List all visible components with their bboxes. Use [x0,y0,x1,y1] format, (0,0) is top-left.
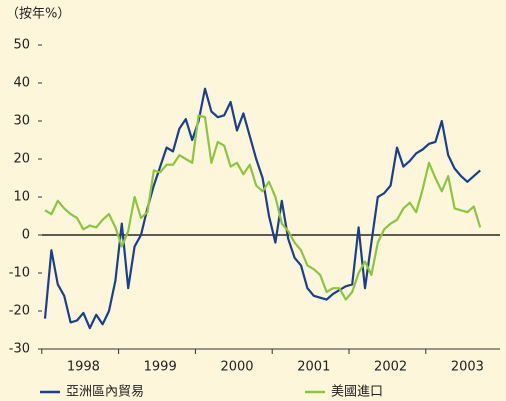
y-tick-label: 0 [22,228,30,243]
x-tick-label: 1999 [144,360,177,375]
x-tick-label: 2001 [297,360,330,375]
x-tick-label: 2000 [220,360,253,375]
x-tick-label: 2002 [374,360,407,375]
legend-label: 美國進口 [331,385,383,400]
x-tick-label: 2003 [451,360,484,375]
y-tick-label: 30 [13,114,30,129]
y-tick-label: 20 [13,152,30,167]
y-tick-label: 50 [13,38,30,53]
y-tick-label: 10 [13,190,30,205]
y-axis-label: （按年%） [6,7,70,22]
x-tick-label: 1998 [67,360,100,375]
series-line [44,114,482,301]
legend-label: 亞洲區內貿易 [66,385,144,400]
y-tick-label: 40 [13,76,30,91]
y-tick-label: -20 [9,304,30,319]
y-tick-label: -30 [9,342,30,357]
series-line [43,87,481,330]
y-tick-label: -10 [9,266,30,281]
